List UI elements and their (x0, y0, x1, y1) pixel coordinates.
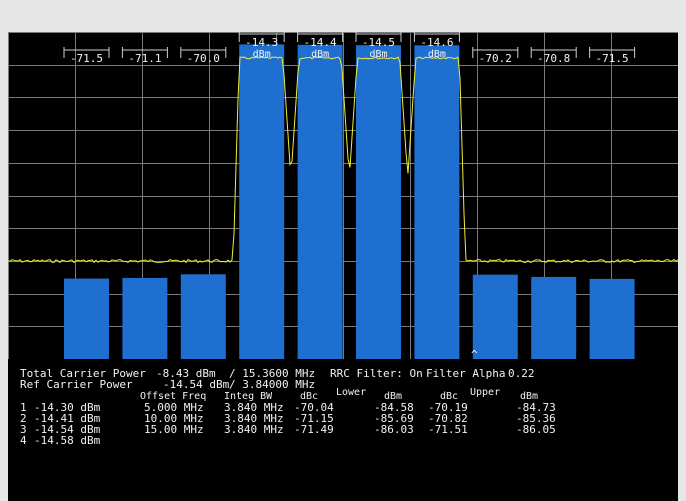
svg-text:-14.3: -14.3 (245, 36, 278, 49)
carrier-index: 3 (20, 423, 27, 436)
svg-text:-70.2: -70.2 (479, 52, 512, 65)
total-carrier-value: -8.43 dBm (156, 367, 216, 380)
cell-upper-dbm: -84.73 (516, 401, 556, 414)
carrier-power: -14.30 dBm (34, 401, 101, 414)
header-offset-freq: Offset Freq (140, 391, 207, 402)
header-lower-dbm: dBm (384, 391, 403, 402)
svg-text:dBm: dBm (311, 49, 329, 60)
cell-upper-dbm: -86.05 (516, 423, 556, 436)
measurement-readout: Total Carrier Power -8.43 dBm / 15.3600 … (8, 359, 678, 501)
header-upper: Upper (470, 387, 501, 398)
channel-label-upper2: -70.8 (530, 47, 577, 65)
channel-bar-carrier3 (356, 45, 401, 359)
cell-upper-dbc: -71.51 (428, 423, 468, 436)
channel-bar-lower2 (122, 277, 168, 359)
channel-bar-upper1 (472, 274, 518, 359)
channel-power-labels: -71.5 -71.1 -70.0-14.3dBm-14.4dBm-14.5dBm-… (63, 32, 636, 65)
carrier-index: 4 (20, 434, 27, 447)
channel-label-lower2: -71.1 (121, 47, 168, 65)
header-integ-bw: Integ BW (224, 391, 273, 402)
channel-bar-carrier4 (414, 45, 460, 359)
svg-text:-71.5: -71.5 (596, 52, 629, 65)
cell-integ: 3.840 MHz (224, 401, 284, 414)
channel-bar-lower1 (180, 274, 226, 359)
channel-bar-carrier2 (297, 44, 343, 359)
channel-label-upper1: -70.2 (472, 47, 519, 65)
cell-lower-dbm: -86.03 (374, 423, 414, 436)
cell-offset: 5.000 MHz (144, 401, 204, 414)
ref-carrier-value: -14.54 dBm (163, 378, 230, 391)
analyzer-screen: -71.5 -71.1 -70.0 -14.3 dBm -14.4 dBm -14.5 dBm -… (8, 32, 678, 501)
spectrum-display: -71.5 -71.1 -70.0-14.3dBm-14.4dBm-14.5dBm-… (8, 32, 678, 359)
spectrum-trace (8, 56, 678, 264)
svg-text:-70.8: -70.8 (537, 52, 570, 65)
cell-lower-dbm: -85.69 (374, 412, 414, 425)
total-carrier-label: Total Carrier Power (20, 367, 146, 380)
marker-caret: ^ (471, 348, 478, 359)
svg-text:-71.5: -71.5 (70, 52, 103, 65)
cell-lower-dbc: -71.49 (294, 423, 334, 436)
cell-offset: 10.00 MHz (144, 412, 204, 425)
ref-carrier-bw: / 3.84000 MHz (229, 378, 316, 391)
cell-upper-dbc: -70.82 (428, 412, 468, 425)
svg-text:dBm: dBm (253, 49, 271, 60)
channel-label-lower3: -71.5 (63, 47, 110, 65)
filter-alpha-value: 0.22 (508, 367, 535, 380)
carrier-power: -14.41 dBm (34, 412, 101, 425)
carrier-power: -14.58 dBm (34, 434, 101, 447)
carrier-index: 2 (20, 412, 27, 425)
cell-integ: 3.840 MHz (224, 412, 284, 425)
carrier-power: -14.54 dBm (34, 423, 101, 436)
total-carrier-bw: / 15.3600 MHz (229, 367, 316, 380)
svg-text:-71.1: -71.1 (128, 52, 161, 65)
ref-carrier-label: Ref Carrier Power (20, 378, 133, 391)
header-lower: Lower (336, 387, 367, 398)
svg-text:dBm: dBm (369, 49, 387, 60)
channel-label-lower1: -70.0 (180, 47, 227, 65)
channel-label-upper3: -71.5 (589, 47, 636, 65)
channel-bar-upper2 (531, 276, 577, 359)
svg-text:-14.6: -14.6 (420, 36, 453, 49)
svg-text:-14.4: -14.4 (304, 36, 337, 49)
cell-offset: 15.00 MHz (144, 423, 204, 436)
filter-alpha-label: Filter Alpha (426, 367, 506, 380)
header-upper-dbc: dBc (440, 391, 459, 402)
svg-text:-70.0: -70.0 (187, 52, 220, 65)
channel-bar-carrier1 (239, 44, 285, 359)
carrier-index: 1 (20, 401, 27, 414)
svg-text:dBm: dBm (428, 49, 446, 60)
channel-bars (64, 44, 635, 359)
header-upper-dbm: dBm (520, 391, 539, 402)
cell-upper-dbc: -70.19 (428, 401, 468, 414)
cell-upper-dbm: -85.36 (516, 412, 556, 425)
cell-integ: 3.840 MHz (224, 423, 284, 436)
channel-bar-lower3 (64, 278, 109, 359)
svg-text:-14.5: -14.5 (362, 36, 395, 49)
cell-lower-dbm: -84.58 (374, 401, 414, 414)
cell-lower-dbc: -71.15 (294, 412, 334, 425)
cell-lower-dbc: -70.04 (294, 401, 334, 414)
channel-bar-upper3 (589, 278, 635, 359)
header-lower-dbc: dBc (300, 391, 319, 402)
rrc-filter-status: RRC Filter: On (330, 367, 423, 380)
